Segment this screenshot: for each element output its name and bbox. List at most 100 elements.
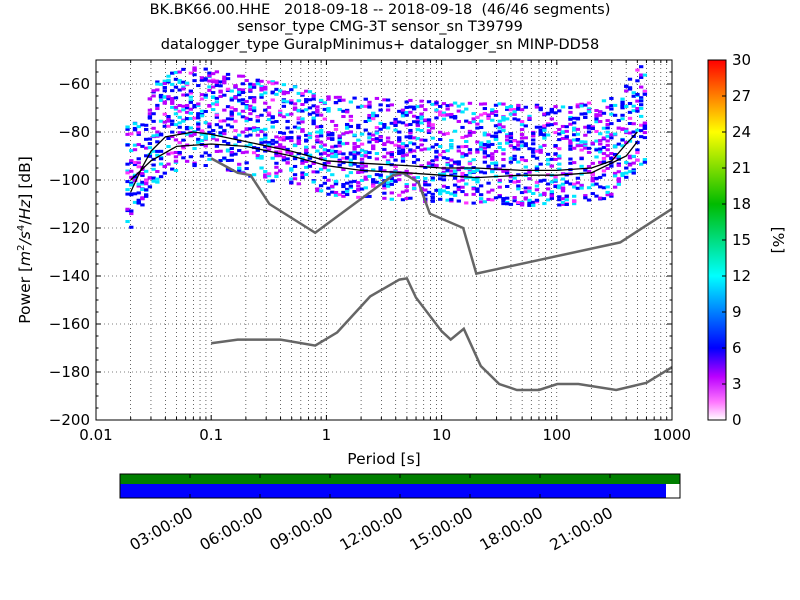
density-cell [289, 181, 294, 185]
density-cell [542, 112, 547, 116]
density-cell [222, 93, 227, 97]
density-cell [426, 164, 432, 168]
density-cell [605, 126, 610, 130]
density-cell [125, 171, 130, 175]
density-cell [452, 115, 458, 119]
density-cell [348, 114, 354, 118]
density-cell [188, 91, 193, 95]
density-cell [638, 73, 644, 77]
density-cell [181, 156, 186, 160]
density-cell [188, 99, 193, 103]
density-cell [214, 123, 220, 127]
grid [96, 60, 672, 420]
density-cell [627, 170, 633, 174]
density-cell [553, 175, 558, 179]
density-cell [259, 88, 264, 92]
density-cell [512, 154, 517, 158]
density-cell [397, 130, 402, 134]
x-tick-label: 100 [542, 426, 571, 444]
density-cell [166, 162, 171, 166]
density-cell [326, 131, 331, 135]
density-cell [449, 103, 454, 107]
density-cell [471, 112, 476, 116]
density-cell [296, 116, 301, 120]
density-cell [385, 175, 391, 179]
density-cell [586, 110, 592, 114]
density-cell [411, 149, 417, 153]
density-cell [170, 89, 175, 93]
density-cell [199, 97, 205, 101]
density-cell [144, 194, 149, 198]
density-cell [363, 186, 368, 190]
density-cell [456, 199, 461, 203]
density-cell [527, 198, 532, 202]
timeline-tick-label: 12:00:00 [337, 504, 406, 554]
density-cell [330, 155, 335, 159]
density-cell [490, 152, 495, 156]
density-cell [445, 157, 450, 161]
density-cell [151, 119, 156, 123]
density-cell [542, 202, 547, 206]
density-cell [300, 117, 305, 121]
density-cell [598, 196, 603, 200]
density-cell [564, 125, 569, 129]
density-cell [214, 82, 220, 86]
density-cell [441, 189, 447, 193]
density-cell [315, 149, 320, 153]
density-cell [397, 109, 402, 113]
density-cell [233, 136, 238, 140]
density-cell [534, 149, 540, 153]
density-cell [423, 193, 428, 197]
density-cell [251, 85, 257, 89]
density-cell [136, 184, 141, 188]
density-cell [359, 157, 365, 161]
density-cell [605, 190, 610, 194]
density-cell [475, 168, 480, 172]
density-cell [598, 185, 603, 189]
density-cell [374, 114, 380, 118]
density-cell [490, 188, 495, 192]
density-cell [378, 135, 383, 139]
density-cell [341, 109, 346, 113]
chart-title-line-3: datalogger_type GuralpMinimus+ datalogge… [160, 37, 600, 53]
density-cell [400, 151, 406, 155]
density-cell [505, 202, 510, 206]
density-cell [173, 123, 179, 127]
density-cell [516, 187, 521, 191]
density-cell [274, 87, 279, 91]
density-cell [411, 176, 417, 180]
density-cell [534, 105, 540, 109]
density-cell [225, 87, 231, 91]
density-cell [572, 202, 577, 206]
density-cell [348, 158, 354, 162]
density-cell [184, 106, 190, 110]
density-cell [545, 123, 551, 127]
density-cell [624, 104, 629, 108]
density-cell [497, 130, 502, 134]
density-cell [188, 89, 193, 93]
density-cell [378, 175, 383, 179]
density-cell [184, 103, 190, 107]
x-tick-label: 1000 [653, 426, 691, 444]
density-cell [426, 183, 432, 187]
density-cell [471, 187, 476, 191]
density-cell [378, 127, 383, 131]
density-cell [341, 194, 346, 198]
density-cell [132, 160, 138, 164]
density-cell [184, 81, 190, 85]
density-cell [438, 145, 443, 149]
density-cell [203, 77, 208, 81]
density-cell [553, 144, 558, 148]
density-cell [177, 141, 182, 145]
density-cell [616, 155, 621, 159]
density-cell [631, 122, 636, 126]
density-cell [318, 134, 324, 138]
timeline-tick-label: 03:00:00 [127, 504, 196, 554]
density-cell [449, 158, 454, 162]
density-cell [251, 109, 257, 113]
density-cell [147, 108, 153, 112]
density-cell [233, 84, 238, 88]
y-tick-label: −60 [58, 75, 90, 93]
density-cell [419, 104, 424, 108]
density-cell [523, 165, 528, 169]
